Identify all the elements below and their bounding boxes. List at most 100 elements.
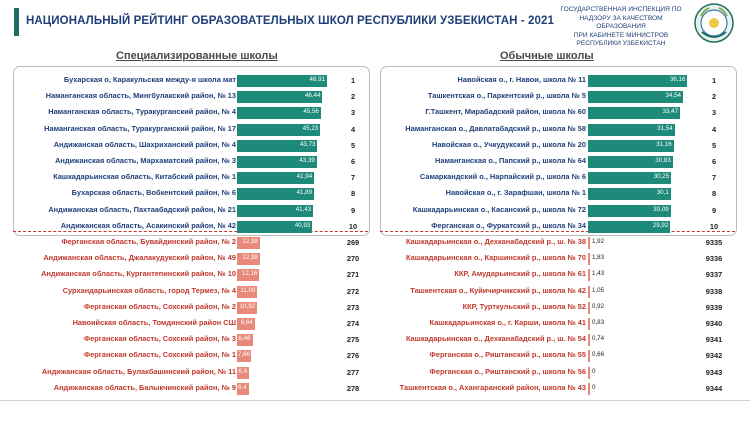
score-value: 6,4 [238,383,247,391]
left-top-row: Андижанская область, Асакинский район, №… [0,219,750,235]
right-top-row: Навойская о., г. Навои, школа № 11 36,16 1 [0,73,750,89]
score-bar [588,75,688,87]
right-top-row: Г.Ташкент, Мирабадский район, школа № 60… [0,105,750,121]
score-bar [588,123,675,136]
rank-number: 9 [350,205,356,215]
left-bottom-row: Ферганская область, Бувайдинский район, … [0,235,750,251]
right-bottom-row: Ферганская о., Риштанский р., школа № 55… [0,348,750,364]
score-bar [588,334,590,347]
score-bar [237,220,313,233]
school-name: Ферганская область, Бувайдинский район, … [61,237,236,246]
left-top-row: Наманганская область, Туракурганский рай… [0,122,750,138]
left-top-row: Бухарская область, Вобкентский район, № … [0,186,750,202]
rank-number: 3 [350,108,356,118]
rank-number: 2 [711,92,717,102]
score-bar [237,91,323,104]
rank-number: 9336 [705,254,723,264]
rank-number: 9341 [705,335,723,345]
score-value: 34,54 [665,92,681,100]
school-name: Наманганская область, Мингбулакский райо… [45,91,236,101]
score-value: 0 [592,367,596,375]
rank-number: 9344 [705,383,723,393]
school-name: Наманганская область, Туракурганский рай… [48,107,236,117]
score-value: 9,64 [240,319,253,326]
score-bar [588,350,590,363]
school-name: Андижанская область, Балыкчинский район,… [53,382,236,392]
agency-name: ГОСУДАРСТВЕННАЯ ИНСПЕКЦИЯ ПО НАДЗОРУ ЗА … [556,6,686,49]
left-top-row: Андижанская область, Мархаматский район,… [0,154,750,170]
score-bar [237,75,327,87]
score-value: 30,83 [655,157,671,164]
left-top-row: Бухарская о, Каракульская между-я школа … [0,73,750,89]
school-name: Бухарская область, Вобкентский район, № … [71,188,236,198]
score-bar [588,156,673,168]
score-bar [588,204,671,217]
footer-line [0,400,750,401]
rank-number: 1 [350,76,356,85]
school-name: Ташкентская о., Ахангаранский район, шко… [399,382,586,392]
score-value: 12,38 [242,238,258,245]
rank-number: 4 [350,124,356,134]
right-top-row: Самаркандский о., Нарпайский р., школа №… [0,170,750,186]
left-bottom-row: Ферганская область, Сохский район, № 3 8,… [0,332,750,348]
score-value: 1,43 [592,270,605,278]
right-top-row: Ферганская о., Фуркатский р., школа № 34… [0,219,750,235]
school-name: ККР, Амударьинский р., школа № 61 [454,269,586,279]
score-bar [237,123,321,136]
score-bar [237,237,260,249]
divider-regular [380,231,735,232]
left-bottom-row: Андижанская область, Кургантепинский рай… [0,267,750,283]
score-bar [588,301,590,314]
rank-number: 2 [350,92,356,102]
score-bar [237,334,253,347]
rank-number: 7 [350,173,356,183]
score-value: 41,89 [296,189,313,197]
score-bar [588,269,590,282]
rank-number: 272 [346,286,360,296]
left-top-row: Наманганская область, Мингбулакский райо… [0,89,750,105]
school-name: Кашкадарьинская о., Дехканабадский р., ш… [405,237,586,246]
school-name: Наманганская о., Давлатабадский р., школ… [405,123,586,133]
left-top-row: Андижанская область, Шахриханский район,… [0,138,750,154]
right-bottom-row: Кашкадарьинская о., Дехканабадский р., ш… [0,332,750,348]
score-bar [588,318,590,330]
score-value: 43,39 [299,157,315,164]
rank-number: 5 [711,140,717,150]
page-title: НАЦИОНАЛЬНЫЙ РЕЙТИНГ ОБРАЗОВАТЕЛЬНЫХ ШКО… [26,15,555,27]
score-value: 30,09 [653,205,669,213]
score-bar [237,107,321,120]
school-name: Андижанская область, Джалакудукский райо… [43,253,236,263]
score-bar [237,172,315,185]
rank-number: 277 [346,367,360,377]
score-value: 31,16 [656,140,672,148]
left-bottom-row: Андижанская область, Джалакудукский райо… [0,251,750,267]
score-bar [237,318,255,330]
left-bottom-row: Навоийская область, Томдинский район СШ 9… [0,316,750,332]
rank-number: 9340 [705,319,723,328]
score-value: 45,56 [303,108,319,116]
right-top-row: Навойская о., Учкудукский р., школа № 20… [0,138,750,154]
school-name: Самаркандский о., Нарпайский р., школа №… [419,172,586,182]
score-value: 0,74 [592,335,605,343]
school-name: ККР, Турткульский р., школа № 52 [462,301,586,311]
school-name: Сурхандарьинская область, город Термез, … [62,285,236,295]
left-bottom-row: Ферганская область, Сохский район, № 1 7,… [0,348,750,364]
rank-number: 275 [346,335,360,345]
score-value: 12,38 [242,254,258,262]
score-value: 0,92 [592,302,605,310]
score-bar [237,188,315,201]
score-bar [237,301,258,314]
score-value: 41,43 [295,205,312,213]
school-name: Бухарская о, Каракульская между-я школа … [63,75,236,84]
right-top-row: Наманганская о., Папский р., школа № 64 3… [0,154,750,170]
school-name: Ферганская о., Риштанский р., школа № 56 [429,366,586,376]
rank-number: 271 [346,270,360,280]
school-name: Навоийская область, Томдинский район СШ [72,318,236,327]
score-bar [588,285,590,298]
school-name: Ташкентская о., Куйичирчикский р., школа… [410,285,586,295]
header: НАЦИОНАЛЬНЫЙ РЕЙТИНГ ОБРАЗОВАТЕЛЬНЫХ ШКО… [0,0,750,49]
school-name: Андижанская область, Мархаматский район,… [55,156,236,165]
rank-number: 8 [350,189,356,199]
school-name: Ташкентская о., Паркентский р., школа № … [427,91,586,101]
rank-number: 9337 [705,270,723,280]
